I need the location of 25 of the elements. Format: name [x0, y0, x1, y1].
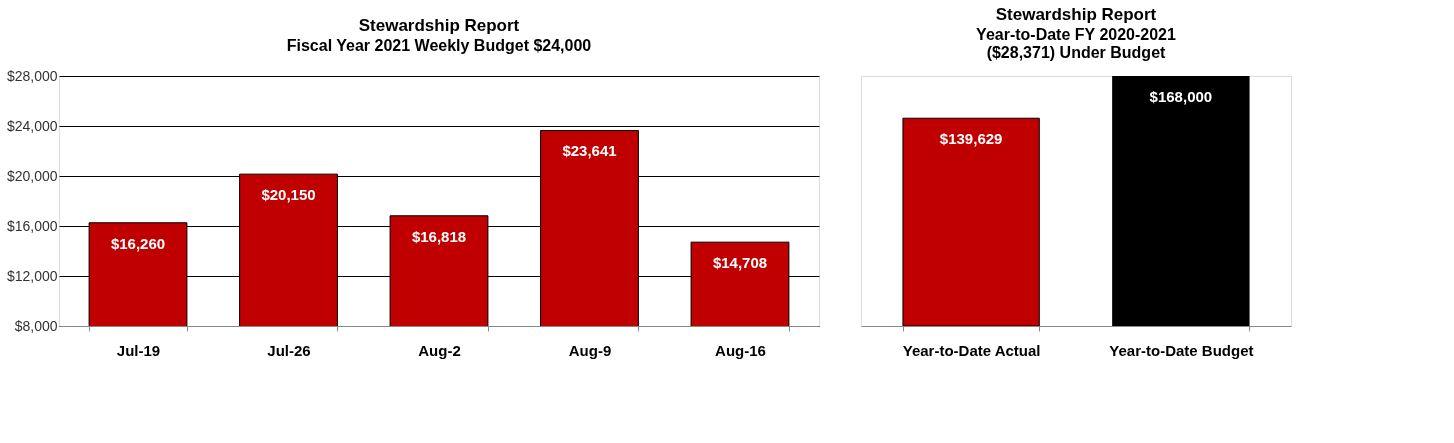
data-label: $23,641 [562, 142, 617, 160]
chart-title: Stewardship Report [995, 5, 1157, 24]
chart-title: Stewardship Report [358, 16, 520, 35]
y-tick-label: $8,000 [14, 317, 58, 334]
y-tick-label: $24,000 [6, 117, 58, 134]
y-tick-label: $28,000 [6, 67, 58, 84]
x-tick-label: Aug-16 [715, 341, 766, 359]
data-label: $168,000 [1149, 88, 1213, 105]
y-tick-label: $20,000 [6, 167, 58, 184]
x-tick-label: Year-to-Date Budget [1109, 341, 1254, 359]
data-label: $20,150 [261, 186, 316, 204]
data-label: $16,818 [411, 227, 467, 245]
x-tick-label: Aug-2 [418, 341, 461, 359]
x-tick-label: Jul-19 [116, 341, 161, 359]
y-tick-label: $16,000 [6, 217, 58, 234]
text: ($28,371) Under Budget [986, 44, 1167, 61]
data-label: $16,260 [110, 234, 166, 252]
y-tick-label: $12,000 [6, 267, 58, 284]
x-tick-label: Year-to-Date Actual [902, 341, 1041, 359]
data-label: $139,629 [939, 130, 1003, 148]
x-tick-label: Jul-26 [267, 341, 311, 359]
data-label: $14,708 [712, 254, 768, 272]
chart-subtitle: Year-to-Date FY 2020-2021 [976, 26, 1177, 43]
chart-subtitle: Fiscal Year 2021 Weekly Budget $24,000 [286, 37, 592, 54]
x-tick-label: Aug-9 [568, 341, 612, 359]
